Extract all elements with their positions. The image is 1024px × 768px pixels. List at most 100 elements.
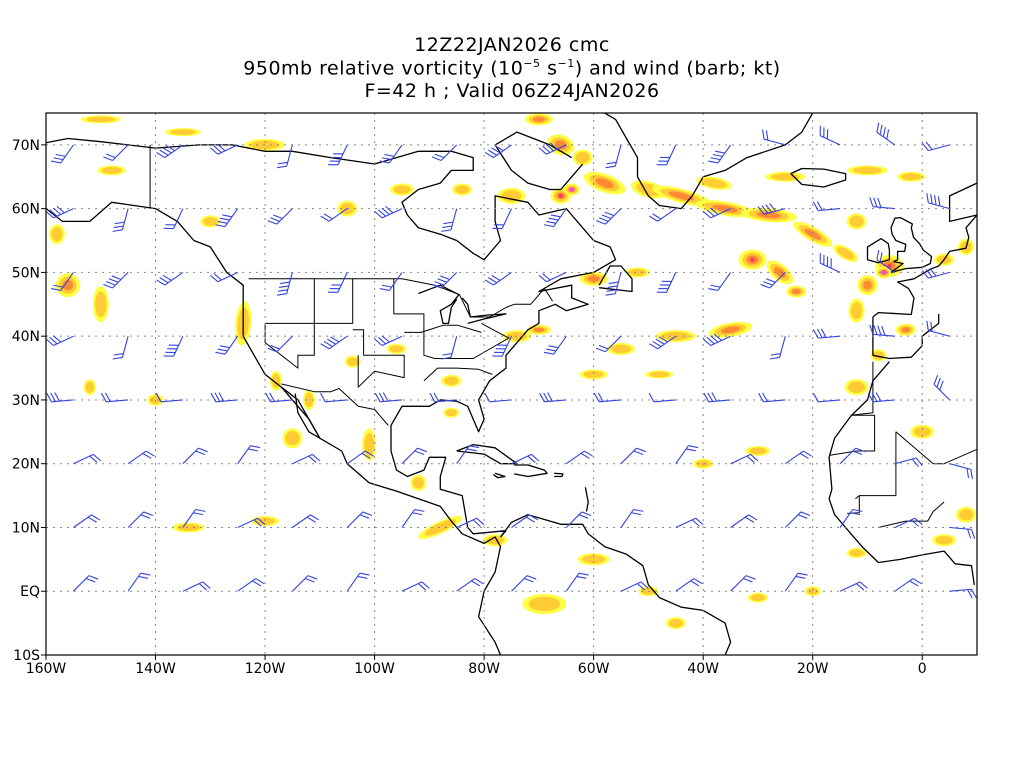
- wind-barb: [539, 392, 567, 403]
- coastline-segment: [418, 284, 460, 325]
- title-exponent-1: −5: [523, 57, 541, 70]
- wind-barb: [182, 581, 211, 592]
- wind-barb: [949, 463, 973, 480]
- wind-barb: [320, 208, 348, 222]
- wind-barb: [209, 143, 238, 155]
- wind-barb: [328, 272, 348, 293]
- vorticity-contour: [850, 302, 863, 320]
- wind-barb: [51, 272, 74, 291]
- vorticity-contour: [587, 275, 600, 282]
- wind-barb: [758, 392, 786, 403]
- coastlines: [46, 113, 977, 655]
- wind-barb: [441, 208, 458, 232]
- wind-barb: [620, 447, 646, 465]
- wind-barbs: [46, 122, 977, 599]
- wind-barb: [431, 144, 458, 161]
- wind-barb: [876, 122, 896, 146]
- wind-barb: [182, 508, 206, 528]
- vorticity-contour: [901, 327, 911, 333]
- wind-barb: [702, 207, 731, 219]
- wind-barb: [819, 125, 841, 146]
- vorticity-contour: [62, 279, 74, 291]
- wind-barb: [163, 208, 184, 230]
- lat-tick-label: EQ: [20, 584, 40, 600]
- wind-barb: [730, 575, 756, 592]
- title-exponent-2: −1: [557, 57, 575, 70]
- wind-barb: [73, 453, 102, 465]
- vorticity-contour: [668, 618, 683, 628]
- wind-barb: [605, 272, 622, 296]
- political-border: [878, 501, 945, 528]
- vorticity-contour: [86, 116, 116, 123]
- coastline-segment: [598, 265, 633, 293]
- wind-barb: [346, 450, 374, 465]
- coastline-segment: [46, 201, 502, 655]
- wind-barb: [484, 144, 512, 158]
- latitude-axis: 70N 60N 50N 40N 30N 20N 10N EQ 10S: [12, 138, 46, 664]
- wind-barb: [894, 578, 922, 592]
- coastline-segment: [872, 313, 940, 360]
- lat-tick-label: 60N: [12, 202, 40, 218]
- vorticity-contour: [445, 409, 458, 417]
- vorticity-contour: [250, 140, 280, 150]
- wind-barb: [182, 447, 208, 465]
- coastline-segment: [584, 487, 589, 512]
- wind-barb: [894, 457, 923, 468]
- wind-barb: [565, 450, 594, 465]
- vorticity-contour: [424, 519, 457, 536]
- wind-barb: [656, 272, 677, 293]
- wind-barb: [456, 578, 484, 592]
- wind-barb: [155, 392, 183, 403]
- wind-barb: [127, 511, 154, 528]
- vorticity-contour: [913, 426, 931, 437]
- wind-barb: [46, 392, 74, 403]
- political-border: [248, 278, 554, 318]
- wind-barb: [620, 581, 649, 592]
- wind-barb: [543, 208, 567, 228]
- vorticity-contour: [668, 191, 695, 201]
- wind-barb: [702, 333, 731, 346]
- vorticity-contour: [610, 344, 632, 354]
- vorticity-contour: [901, 173, 922, 181]
- wind-barb: [484, 271, 512, 286]
- wind-barb: [565, 572, 589, 592]
- wind-barb: [156, 271, 184, 286]
- vorticity-contour: [528, 596, 561, 612]
- vorticity-contour: [595, 178, 614, 189]
- title-line-2-mid: s: [540, 57, 558, 80]
- title-line-3: F=42 h ; Valid 06Z24JAN2026: [364, 80, 660, 102]
- wind-barb: [265, 392, 293, 403]
- wind-barb: [484, 392, 512, 403]
- wind-barb: [921, 268, 950, 279]
- vorticity-contour: [346, 357, 359, 367]
- lon-tick-label: 160W: [26, 661, 67, 677]
- vorticity-contour: [750, 594, 766, 602]
- plot-frame: [45, 112, 978, 656]
- wind-barb: [596, 335, 622, 353]
- wind-barb: [374, 205, 403, 219]
- wind-barb: [100, 392, 129, 403]
- coastline-segment: [281, 386, 321, 439]
- wind-barb: [215, 208, 239, 228]
- wind-barb: [156, 144, 184, 158]
- lon-tick-label: 100W: [354, 661, 395, 677]
- vorticity-contour: [836, 247, 855, 260]
- wind-barb: [379, 144, 403, 164]
- wind-barb: [320, 335, 348, 350]
- wind-barb: [456, 517, 485, 528]
- title-line-2-post: ) and wind (barb; kt): [574, 57, 781, 80]
- vorticity-contour: [533, 327, 545, 332]
- vorticity-contour: [935, 535, 953, 545]
- coastline-segment: [790, 167, 847, 188]
- wind-barb: [215, 335, 239, 355]
- wind-barb: [401, 581, 430, 592]
- coastline-segment: [828, 361, 975, 585]
- wind-barb: [708, 144, 732, 164]
- coastline-segment: [866, 237, 891, 264]
- coastline-segment: [494, 131, 584, 191]
- coastline-segment: [456, 443, 518, 465]
- vorticity-contour: [95, 291, 107, 318]
- wind-barb: [867, 392, 895, 403]
- coastline-segment: [890, 216, 933, 274]
